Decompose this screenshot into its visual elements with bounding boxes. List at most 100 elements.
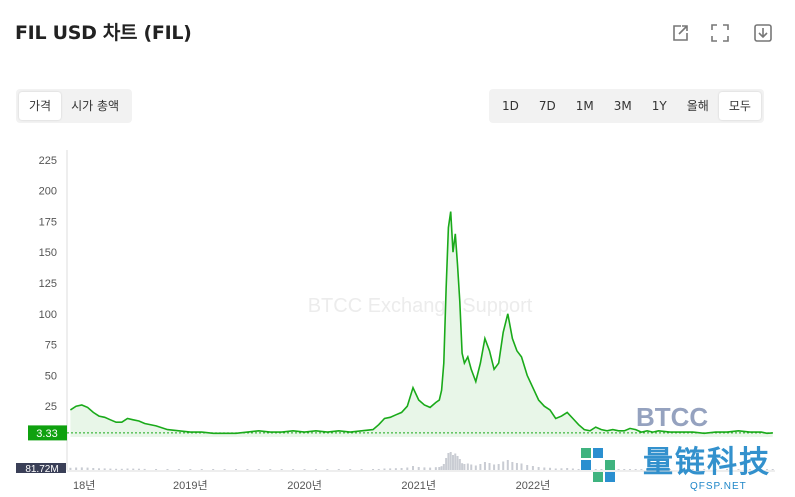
volume-bar: [560, 468, 563, 470]
volume-bar: [771, 469, 774, 470]
y-axis: 25 50 75 100 125 150 175 200 225: [39, 150, 68, 470]
volume-bar: [470, 464, 473, 470]
volume-bar: [651, 469, 654, 470]
volume-bar: [634, 469, 637, 470]
volume-bar: [442, 464, 445, 470]
tab-range-1d[interactable]: 1D: [502, 99, 519, 113]
volume-bar: [571, 468, 574, 470]
volume-bar: [640, 469, 643, 470]
share-icon[interactable]: [669, 22, 691, 44]
x-axis: 18년 2019년 2020년 2021년 2022년: [67, 470, 775, 492]
volume-bar: [623, 469, 626, 470]
volume-bar: [103, 468, 106, 470]
volume-bar: [628, 469, 631, 470]
volume-bar: [80, 467, 83, 470]
y-tick-label: 25: [45, 401, 57, 413]
fullscreen-icon[interactable]: [709, 22, 731, 44]
volume-bar: [497, 464, 500, 470]
volume-bar: [554, 468, 557, 470]
volume-bar: [246, 469, 249, 470]
volume-bar: [109, 468, 112, 470]
volume-bar: [137, 468, 140, 470]
volume-bar: [451, 455, 454, 470]
volume-bar: [115, 468, 118, 470]
volume-bar: [349, 469, 352, 470]
volume-bar: [189, 469, 192, 470]
qfsp-brand: 量链科技: [643, 445, 771, 480]
tab-range-3m[interactable]: 3M: [613, 99, 632, 113]
tab-price[interactable]: 가격: [19, 92, 62, 120]
volume-bar: [120, 468, 123, 470]
download-icon[interactable]: [752, 22, 774, 44]
volume-bar: [235, 469, 238, 470]
volume-bar: [303, 469, 306, 470]
volume-bar: [86, 467, 89, 470]
volume-bar: [143, 468, 146, 470]
volume-bar: [600, 469, 603, 470]
volume-bar: [449, 452, 452, 470]
volume-bar: [223, 469, 226, 470]
y-tick-label: 150: [39, 247, 57, 259]
volume-bar: [668, 469, 671, 470]
volume-bar: [314, 469, 317, 470]
volume-bar: [577, 469, 580, 470]
volume-bar: [531, 466, 534, 470]
volume-bar: [412, 466, 415, 470]
tab-market-cap[interactable]: 시가 총액: [71, 99, 120, 113]
y-tick-label: 50: [45, 370, 57, 382]
volume-bar: [406, 467, 409, 470]
volume-bar: [155, 469, 158, 470]
volume-bar: [445, 458, 448, 470]
volume-bar: [526, 465, 529, 470]
volume-bar: [438, 467, 441, 470]
volume-bar: [337, 469, 340, 470]
volume-bar: [566, 468, 569, 470]
volume-bar: [440, 466, 443, 470]
tab-range-7d[interactable]: 7D: [538, 99, 556, 113]
volume-bar: [511, 462, 514, 470]
volume-bar: [617, 469, 620, 470]
volume-bar: [166, 469, 169, 470]
volume-bar: [488, 463, 491, 470]
volume-bar: [269, 469, 272, 470]
x-tick-label: 2021년: [401, 479, 436, 492]
price-line: [69, 211, 773, 435]
y-tick-label: 225: [39, 155, 57, 167]
volume-bar: [377, 469, 380, 470]
volume-bar: [461, 463, 464, 470]
volume-bar: [726, 469, 729, 470]
volume-bar: [657, 469, 660, 470]
volume-bar: [400, 468, 403, 470]
tab-range-ytd[interactable]: 올해: [686, 99, 709, 113]
volume-bar: [454, 453, 457, 470]
volume-bar: [479, 464, 482, 470]
volume-bar: [737, 469, 740, 470]
volume-bar: [543, 467, 546, 470]
volume-bar: [463, 464, 466, 470]
volume-bar: [703, 469, 706, 470]
volume-bar: [483, 462, 486, 470]
x-tick-label: 18년: [73, 479, 95, 492]
volume-tag: 81.72M: [16, 463, 66, 475]
tab-range-1m[interactable]: 1M: [575, 99, 594, 113]
volume-bar: [458, 459, 461, 470]
volume-bar: [646, 469, 649, 470]
volume-bar: [292, 469, 295, 470]
volume-bar: [429, 467, 432, 470]
volume-bar: [520, 463, 523, 470]
volume-bar: [200, 469, 203, 470]
tab-range-all[interactable]: 모두: [718, 92, 761, 120]
volume-bar: [766, 469, 769, 470]
volume-bar: [423, 467, 426, 470]
volume-bar: [126, 468, 129, 470]
volume-bar: [549, 467, 552, 470]
volume-bar: [466, 463, 469, 470]
volume-bar: [97, 468, 100, 470]
range-tabs: 1D 7D 1M 3M 1Y 올해 모두: [489, 89, 764, 123]
volume-bar: [383, 468, 386, 470]
tab-range-1y[interactable]: 1Y: [651, 99, 667, 113]
volume-bar: [394, 468, 397, 470]
qfsp-logo-icon: [581, 448, 615, 482]
volume-bar: [132, 468, 135, 470]
